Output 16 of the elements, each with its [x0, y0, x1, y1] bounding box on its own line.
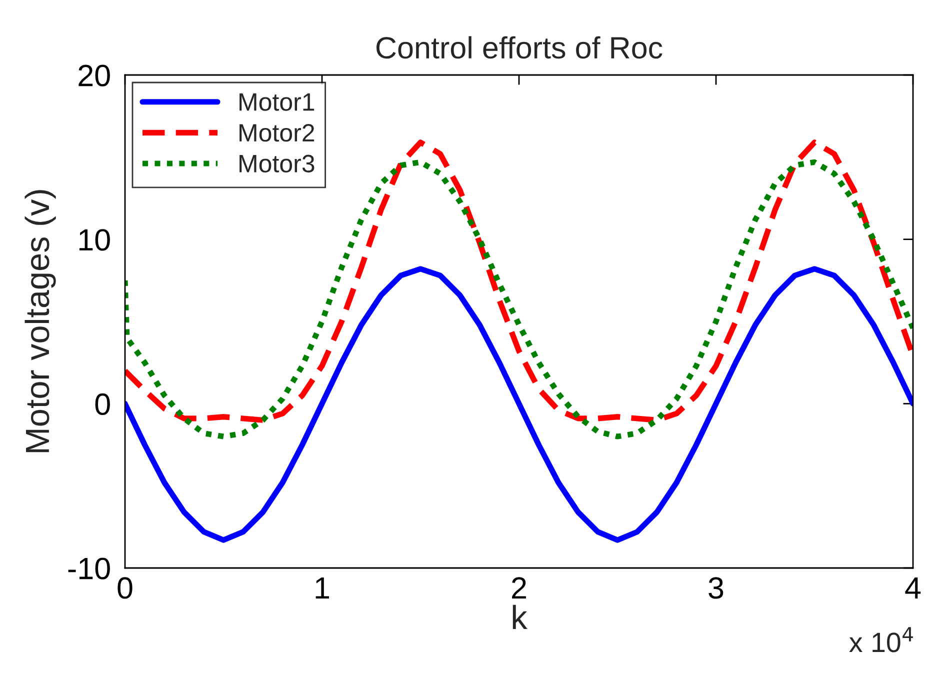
y-tick-label: 10 — [79, 229, 110, 251]
x-tick-label: 4 — [905, 577, 921, 598]
x-tick-label: 3 — [708, 577, 724, 599]
x-tick-label: 0 — [118, 577, 132, 599]
x-axis-title: k — [512, 604, 528, 629]
x-tick-label: 1 — [316, 577, 330, 598]
x-tick-label: 2 — [512, 577, 526, 598]
y-axis-title: Motor voltages (v) — [24, 190, 56, 452]
legend-label: Motor1 — [240, 93, 314, 111]
y-tick-label: 20 — [78, 64, 110, 86]
chart-title: Control efforts of Roc — [376, 36, 662, 59]
legend-label: Motor3 — [240, 154, 314, 172]
y-tick-label: 0 — [95, 393, 110, 416]
text: x 10$^{4}$ — [849, 627, 913, 652]
y-tick-label: -10 — [68, 558, 110, 580]
legend-label: Motor2 — [240, 124, 314, 142]
